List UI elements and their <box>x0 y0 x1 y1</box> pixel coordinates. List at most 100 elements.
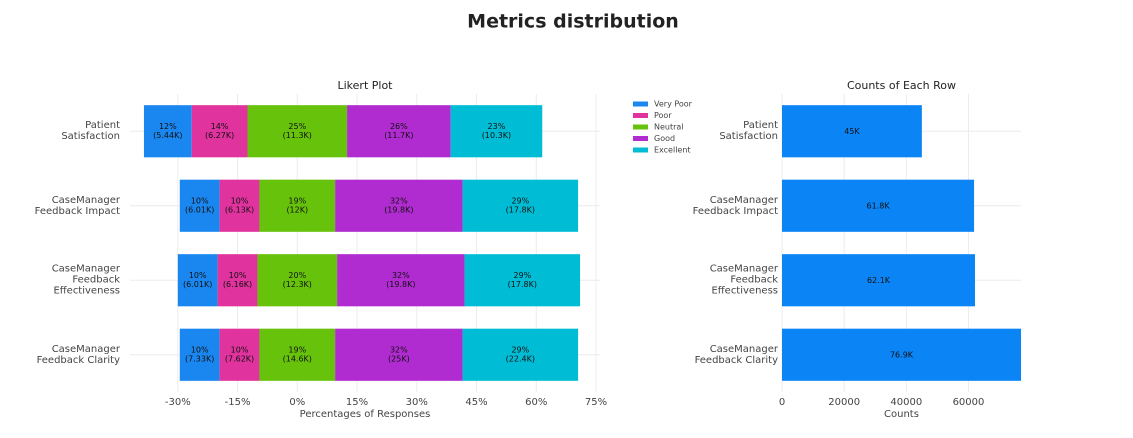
data-label: 19% <box>288 196 306 205</box>
x-tick-label: 0% <box>289 397 305 408</box>
y-tick-label: CaseManager Feedback Clarity <box>694 343 778 366</box>
y-tick-label: CaseManager Feedback Effectiveness <box>709 263 778 297</box>
bar <box>782 179 975 232</box>
data-label: (7.62K) <box>225 354 254 363</box>
data-label: 45K <box>844 127 860 136</box>
bar-segment <box>219 328 260 381</box>
x-axis-label: Percentages of Responses <box>300 409 431 420</box>
legend-label: Neutral <box>654 123 684 132</box>
data-label: (6.01K) <box>183 280 212 289</box>
data-label: 29% <box>511 196 529 205</box>
data-label: 32% <box>390 196 408 205</box>
data-label: (25K) <box>388 354 410 363</box>
bar-segment <box>179 328 220 381</box>
y-tick-label: CaseManager Feedback Impact <box>34 194 120 217</box>
data-label: 10% <box>229 271 247 280</box>
x-tick-label: 20000 <box>828 397 860 408</box>
data-label: (17.8K) <box>508 280 537 289</box>
data-label: 29% <box>511 345 529 354</box>
bar <box>782 254 976 307</box>
data-label: (5.44K) <box>153 131 182 140</box>
data-label: 29% <box>513 271 531 280</box>
chart-title: Likert Plot <box>338 79 394 92</box>
data-label: 76.9K <box>890 350 914 359</box>
bar-segment <box>177 254 218 307</box>
bar-segment <box>337 254 465 307</box>
data-label: 10% <box>191 345 209 354</box>
bar-segment <box>464 254 581 307</box>
data-label: (6.27K) <box>205 131 234 140</box>
x-tick-label: 60000 <box>953 397 985 408</box>
data-label: 32% <box>392 271 410 280</box>
bar-segment <box>335 179 463 232</box>
bar-segment <box>257 254 338 307</box>
data-label: 12% <box>159 122 177 131</box>
data-label: (14.6K) <box>283 354 312 363</box>
bar-segment <box>191 105 248 158</box>
x-tick-label: 0 <box>779 397 785 408</box>
data-label: (10.3K) <box>482 131 511 140</box>
chart-title: Counts of Each Row <box>847 79 956 92</box>
data-label: 10% <box>231 196 249 205</box>
x-tick-label: 60% <box>525 397 547 408</box>
legend-swatch <box>633 113 648 118</box>
legend-label: Very Poor <box>654 100 693 109</box>
bar-segment <box>347 105 451 158</box>
data-label: (17.8K) <box>506 205 535 214</box>
x-tick-label: 40000 <box>890 397 922 408</box>
x-tick-label: 75% <box>585 397 607 408</box>
bar-segment <box>450 105 543 158</box>
x-tick-label: 15% <box>346 397 368 408</box>
y-tick-label: CaseManager Feedback Impact <box>692 194 778 217</box>
data-label: 10% <box>191 196 209 205</box>
bar-segment <box>462 179 579 232</box>
page-title: Metrics distribution <box>467 11 679 33</box>
data-label: 10% <box>231 345 249 354</box>
y-tick-label: CaseManager Feedback Clarity <box>36 343 120 366</box>
legend-swatch <box>633 147 648 153</box>
data-label: 62.1K <box>867 276 891 285</box>
bar-segment <box>143 105 192 158</box>
legend-label: Excellent <box>654 146 691 155</box>
bar-segment <box>219 179 260 232</box>
data-label: (12.3K) <box>283 280 312 289</box>
legend-label: Poor <box>654 111 672 120</box>
data-label: 14% <box>211 122 229 131</box>
bar-segment <box>217 254 258 307</box>
data-label: (6.01K) <box>185 205 214 214</box>
legend-label: Good <box>654 134 675 143</box>
y-tick-label: CaseManager Feedback Effectiveness <box>51 263 120 297</box>
legend-swatch <box>633 101 648 107</box>
data-label: (11.3K) <box>283 131 312 140</box>
bar-segment <box>335 328 463 381</box>
y-tick-label: Patient Satisfaction <box>719 120 778 143</box>
data-label: 20% <box>288 271 306 280</box>
data-label: (7.33K) <box>185 354 214 363</box>
bar <box>782 105 922 158</box>
bar-segment <box>179 179 220 232</box>
legend-swatch <box>633 136 648 141</box>
y-tick-label: Patient Satisfaction <box>61 120 120 143</box>
data-label: (11.7K) <box>384 131 413 140</box>
x-axis-label: Counts <box>884 409 919 420</box>
legend-swatch <box>633 124 648 130</box>
data-label: 19% <box>288 345 306 354</box>
data-label: 61.8K <box>867 201 891 210</box>
data-label: (12K) <box>286 205 308 214</box>
x-tick-label: -15% <box>225 397 251 408</box>
data-label: (6.16K) <box>223 280 252 289</box>
data-label: 32% <box>390 345 408 354</box>
data-label: (6.13K) <box>225 205 254 214</box>
x-tick-label: 45% <box>465 397 487 408</box>
x-tick-label: 30% <box>406 397 428 408</box>
data-label: 10% <box>189 271 207 280</box>
bar-segment <box>247 105 348 158</box>
bar-segment <box>462 328 579 381</box>
data-label: (19.8K) <box>386 280 415 289</box>
data-label: (19.8K) <box>384 205 413 214</box>
data-label: (22.4K) <box>506 354 535 363</box>
x-tick-label: -30% <box>165 397 191 408</box>
bar-segment <box>259 179 336 232</box>
